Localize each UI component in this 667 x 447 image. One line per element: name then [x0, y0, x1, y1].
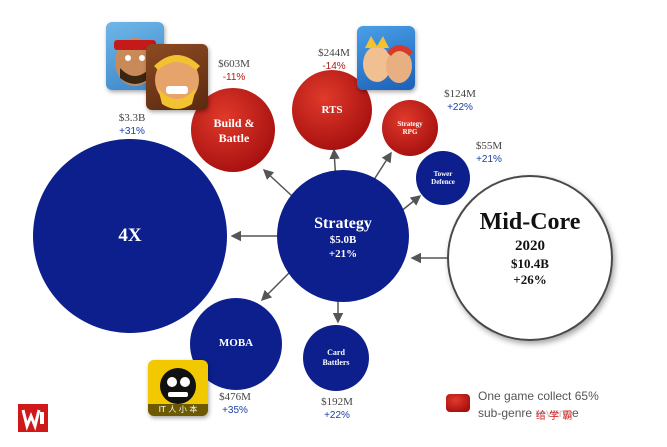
arrow-to-build-battle [262, 168, 293, 197]
brawl-stars-icon: IT 人 小 本 [148, 360, 208, 416]
value-card-battlers: $192M [321, 396, 353, 408]
circle-4x [33, 139, 227, 333]
growth-build-battle: -11% [222, 71, 246, 83]
label-4x: 4X [118, 225, 142, 246]
circle-card-battlers [303, 325, 369, 391]
circle-mid-core [447, 175, 613, 341]
growth-strategy-rpg: +22% [447, 101, 473, 113]
annotation-rts: $244M -14% [308, 47, 360, 73]
annotation-build-battle: $603M -11% [208, 58, 260, 84]
value-strategy-rpg: $124M [444, 88, 476, 100]
legend-line1: One game collect 65% [478, 389, 599, 403]
circle-tower-defence [416, 151, 470, 205]
label-build-battle: Build & Battle [198, 116, 270, 146]
annotation-4x: $3.3B +31% [104, 112, 160, 138]
label-mid-core: Mid-Core 2020 $10.4B +26% [465, 207, 595, 288]
mid-core-name: Mid-Core [479, 209, 581, 235]
label-build-battle-line2: Battle [218, 131, 250, 145]
label-tower-defence-line1: Tower [433, 170, 453, 178]
label-moba: MOBA [218, 337, 254, 349]
growth-4x: +31% [119, 125, 145, 137]
annotation-card-battlers: $192M +22% [309, 396, 365, 422]
circle-moba [190, 298, 282, 390]
value-moba: $476M [219, 391, 251, 403]
value-tower-defence: $55M [475, 140, 503, 152]
growth-rts: -14% [322, 60, 346, 72]
circle-strategy [277, 170, 409, 302]
strategy-value: $5.0B [329, 234, 357, 246]
label-tower-defence-line2: Defence [431, 178, 455, 187]
growth-moba: +35% [222, 404, 248, 416]
value-rts: $244M [318, 47, 350, 59]
value-4x: $3.3B [118, 112, 146, 124]
growth-tower-defence: +21% [476, 153, 502, 165]
label-strategy: Strategy $5.0B +21% [283, 214, 403, 262]
annotation-strategy-rpg: $124M +22% [434, 88, 486, 114]
label-card-battlers-line1: Card [327, 348, 345, 357]
clash-royale-icon [357, 26, 415, 90]
strategy-name: Strategy [314, 215, 372, 232]
clash-of-clans-barbarian-icon [146, 44, 208, 110]
growth-card-battlers: +22% [324, 409, 350, 421]
label-rts: RTS [321, 104, 343, 116]
strategy-growth: +21% [328, 247, 358, 260]
brawl-stars-caption: IT 人 小 本 [158, 405, 198, 414]
label-card-battlers: Card Battlers [308, 348, 364, 367]
mid-core-year: 2020 [515, 238, 545, 254]
circle-rts [292, 70, 372, 150]
mid-core-growth: +26% [513, 272, 547, 287]
circle-build-battle [191, 88, 275, 172]
arrow-to-moba [260, 271, 291, 302]
mid-core-value: $10.4B [511, 255, 549, 271]
value-build-battle: $603M [218, 58, 250, 70]
annotation-moba: $476M +35% [207, 391, 263, 417]
annotation-tower-defence: $55M +21% [464, 140, 514, 166]
circle-strategy-rpg [382, 100, 438, 156]
label-card-battlers-line2: Battlers [322, 357, 350, 367]
legend-swatch [446, 394, 470, 412]
watermark: 给 学 霸 [536, 407, 573, 422]
brand-logo-icon [21, 409, 44, 431]
label-tower-defence: Tower Defence [421, 170, 465, 186]
brand-logo [18, 404, 48, 432]
label-strategy-rpg-line2: RPG [402, 128, 418, 137]
label-build-battle-line1: Build & [213, 116, 255, 130]
label-strategy-rpg: Strategy RPG [386, 120, 434, 136]
label-strategy-rpg-line1: Strategy [397, 120, 423, 128]
